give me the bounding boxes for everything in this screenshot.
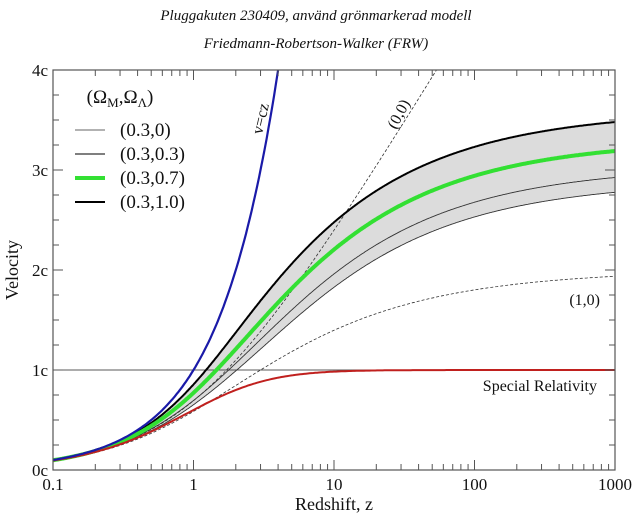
series-line-0.3-1.0 (53, 121, 615, 462)
chart-subtitle: Friedmann-Robertson-Walker (FRW) (203, 36, 429, 52)
series-line-0.3-0.7 (53, 149, 615, 463)
legend-title: (ΩM,ΩΛ) (87, 87, 154, 110)
y-tick-label: 0c (32, 461, 49, 480)
series-line-special-relativity (53, 369, 615, 462)
series-line-1-0 (53, 275, 615, 462)
y-tick-label: 4c (32, 61, 49, 80)
annotation-0-0: (0,0) (385, 97, 414, 132)
x-tick-label: 100 (462, 475, 488, 494)
axis-ticks: 0.1 1 10 100 1000 0c 1c 2c 3c 4c (32, 61, 632, 494)
series-line-v-cz (53, 70, 280, 462)
y-tick-label: 3c (32, 161, 49, 180)
series-line-0-0 (53, 70, 437, 461)
legend-label: (0.3,0.7) (120, 168, 185, 189)
x-tick-label: 0.1 (42, 475, 63, 494)
chart-title: Pluggakuten 230409, använd grönmarkerad … (159, 8, 471, 24)
legend-label: (0.3,0.3) (120, 144, 185, 165)
y-tick-label: 2c (32, 261, 49, 280)
legend-label: (0.3,0) (120, 120, 171, 141)
shaded-band (53, 122, 615, 461)
x-axis-label: Redshift, z (295, 494, 373, 514)
y-tick-label: 1c (32, 361, 49, 380)
series-line-0.3-0.3 (53, 177, 615, 461)
annotation-special-relativity: Special Relativity (483, 378, 597, 395)
annotations: v=cz (0,0) (1,0) Special Relativity (249, 97, 600, 395)
x-tick-label: 1000 (598, 475, 632, 494)
legend: (ΩM,ΩΛ) (0.3,0) (0.3,0.3) (0.3,0.7) (0.3,1.0… (75, 87, 185, 213)
plot-series (53, 70, 615, 463)
x-tick-label: 1 (189, 475, 198, 494)
annotation-v-cz: v=cz (249, 102, 273, 136)
legend-label: (0.3,1.0) (120, 192, 185, 213)
annotation-1-0: (1,0) (569, 292, 600, 309)
y-axis-label: Velocity (2, 240, 22, 300)
x-tick-label: 10 (326, 475, 343, 494)
